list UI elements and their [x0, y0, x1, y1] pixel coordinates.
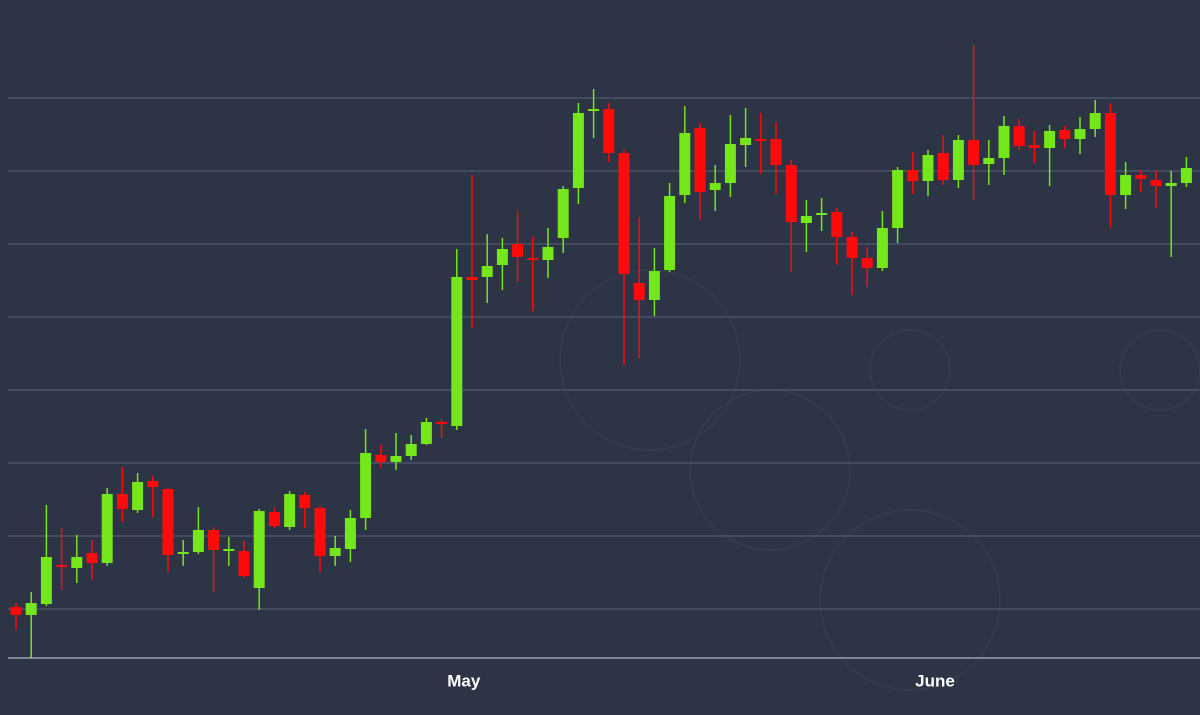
candle-body: [679, 133, 691, 195]
candle-body: [71, 557, 83, 568]
candle-body: [998, 126, 1010, 158]
candle-body: [390, 456, 402, 462]
candle-body: [238, 551, 250, 576]
candle-body: [375, 455, 387, 462]
candle-body: [800, 216, 812, 223]
candle-body: [907, 170, 919, 181]
candle-body: [527, 258, 539, 260]
candle-body: [192, 530, 204, 552]
candle-body: [40, 557, 52, 604]
candle-body: [466, 277, 478, 280]
candle-body: [1150, 180, 1162, 186]
candle-body: [1135, 175, 1147, 179]
candle-body: [694, 128, 706, 192]
candle-body: [496, 249, 508, 265]
candle-body: [1120, 175, 1132, 195]
candle-body: [147, 481, 159, 487]
candle-body: [664, 196, 676, 270]
candle-body: [344, 518, 356, 549]
candle-body: [892, 170, 904, 228]
candle-body: [831, 212, 843, 237]
candle-body: [572, 113, 584, 188]
candle-body: [329, 548, 341, 556]
candle-body: [740, 138, 752, 145]
candle-body: [785, 165, 797, 222]
candle-body: [603, 109, 615, 153]
candle-body: [420, 422, 432, 444]
candle-body: [268, 512, 280, 526]
candle-body: [755, 139, 767, 141]
candle-body: [177, 552, 189, 554]
candle-body: [10, 607, 22, 615]
candle-body: [101, 494, 113, 563]
candle-body: [937, 153, 949, 180]
candle-body: [876, 228, 888, 268]
candle-body: [1089, 113, 1101, 129]
x-tick-label: June: [915, 671, 955, 690]
candle-body: [1104, 113, 1116, 195]
candle-body: [1044, 131, 1056, 148]
candle-body: [588, 109, 600, 111]
candle-body: [922, 155, 934, 181]
candle-body: [1059, 130, 1071, 139]
candle-body: [86, 553, 98, 563]
candle-body: [1074, 129, 1086, 139]
candle-body: [1028, 145, 1040, 148]
candle-body: [512, 244, 524, 257]
candle-body: [481, 266, 493, 277]
candle-body: [25, 603, 37, 615]
candle-body: [1013, 126, 1025, 146]
x-tick-label: May: [447, 671, 481, 690]
candle-body: [116, 494, 128, 509]
candle-body: [648, 271, 660, 300]
candle-body: [405, 444, 417, 456]
candle-body: [56, 565, 68, 567]
candle-body: [451, 277, 463, 426]
candle-body: [132, 482, 144, 510]
candle-body: [162, 489, 174, 555]
candle-body: [253, 511, 265, 588]
candle-body: [360, 453, 372, 518]
candle-body: [208, 530, 220, 550]
candle-body: [436, 422, 448, 424]
candle-body: [968, 140, 980, 165]
candle-body: [633, 283, 645, 300]
candle-body: [223, 549, 235, 551]
candle-body: [952, 140, 964, 180]
candle-body: [709, 183, 721, 190]
candle-body: [861, 258, 873, 268]
candle-body: [846, 237, 858, 258]
candle-body: [314, 508, 326, 556]
candle-body: [542, 247, 554, 260]
candle-body: [724, 144, 736, 183]
candle-body: [618, 153, 630, 274]
decoration: [559, 269, 1200, 691]
candle-body: [284, 494, 296, 527]
candle-body: [557, 189, 569, 238]
candle-body: [1165, 183, 1177, 186]
candle-body: [299, 495, 311, 508]
candle-body: [816, 213, 828, 215]
candle-body: [1180, 168, 1192, 183]
candle-body: [770, 139, 782, 165]
candle-body: [983, 158, 995, 164]
